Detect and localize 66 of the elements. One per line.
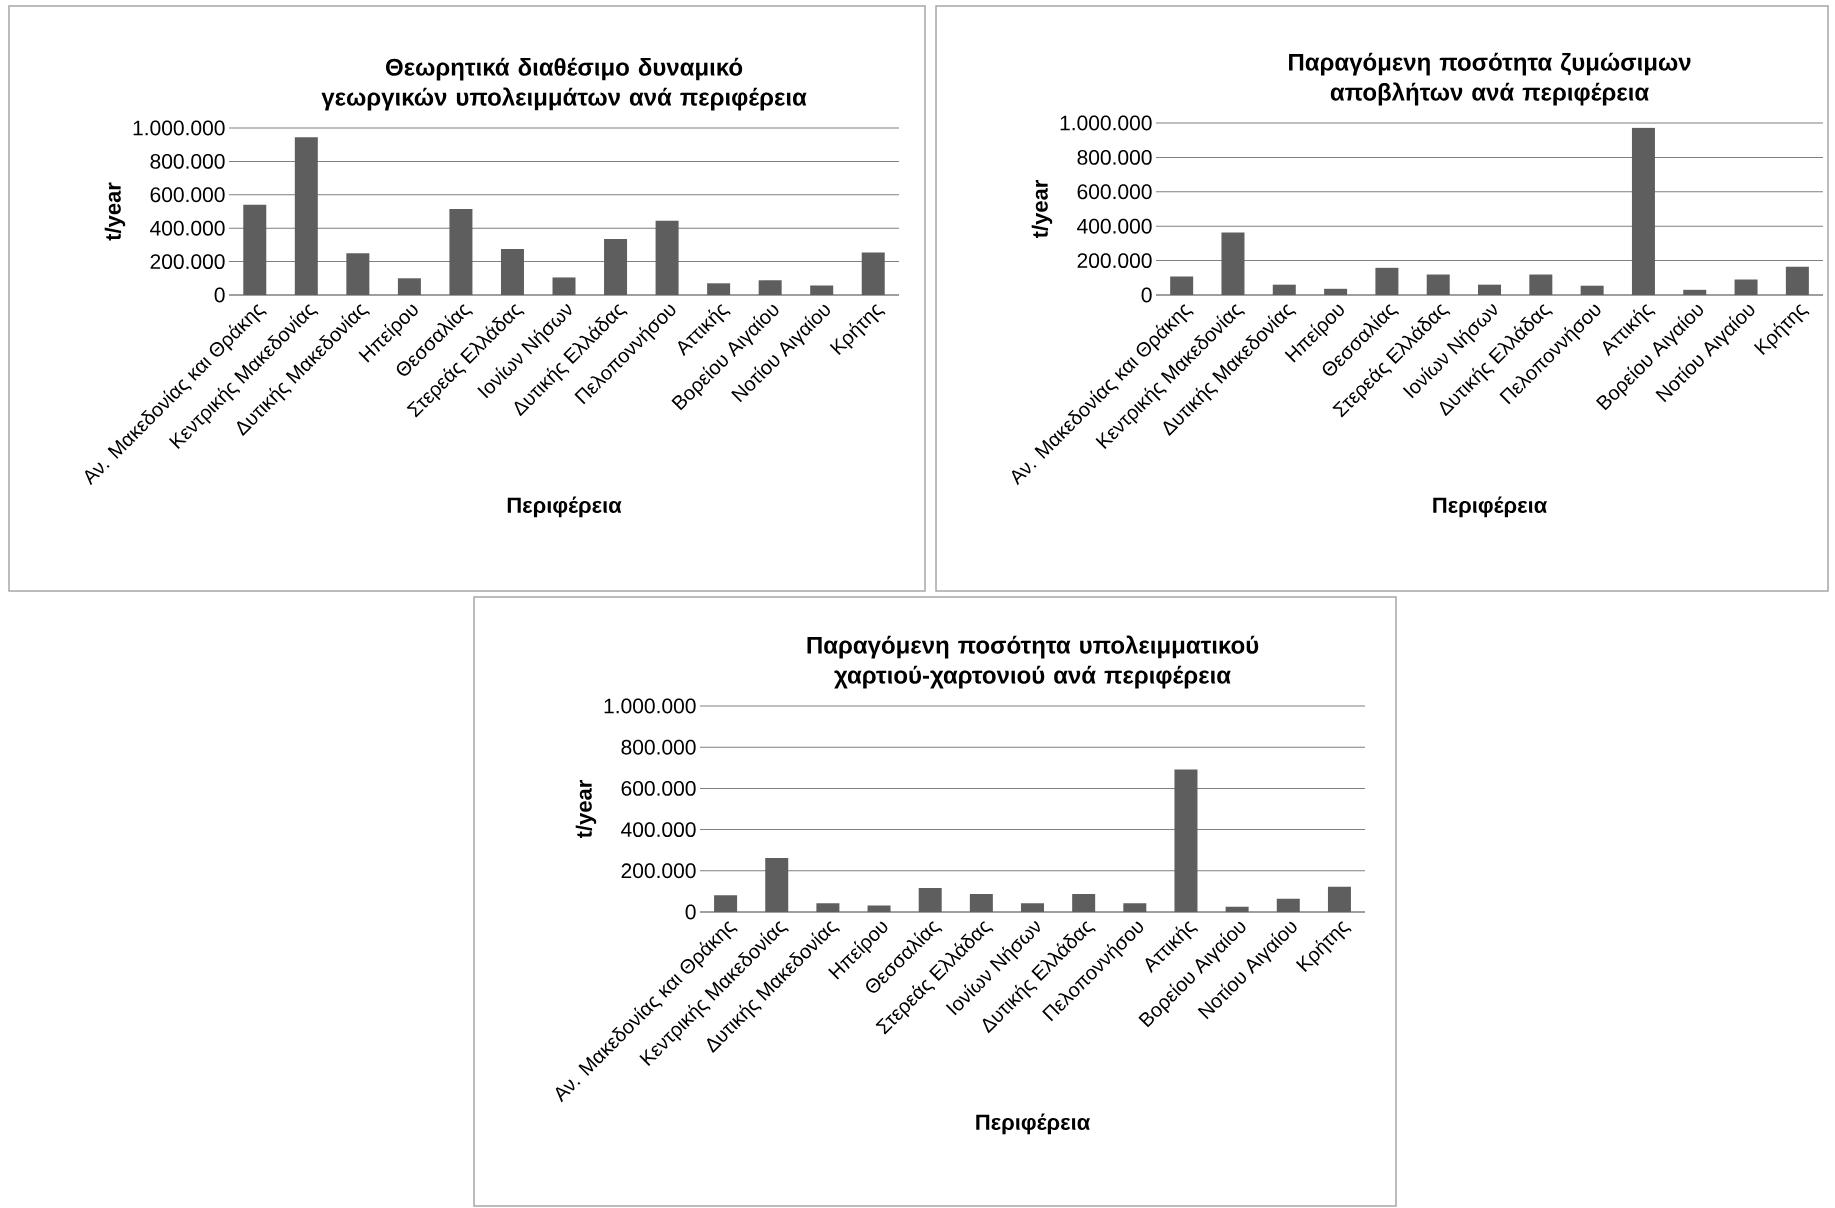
y-tick-label: 800.000 xyxy=(150,153,225,169)
bar xyxy=(1072,894,1096,912)
bar xyxy=(1324,288,1348,295)
bar xyxy=(1426,274,1450,295)
bar xyxy=(816,903,840,912)
chart-title: Παραγόμενη ποσότητα υπολειμματικού χαρτιού-χαρτονιού ανά περιφέρεια xyxy=(807,635,1259,689)
y-tick-label: 0 xyxy=(1141,287,1152,303)
y-tick-label: 200.000 xyxy=(150,254,225,270)
y-tick-label: 200.000 xyxy=(1077,253,1152,269)
bar xyxy=(1276,898,1300,912)
y-tick-label: 400.000 xyxy=(1077,218,1152,234)
bar xyxy=(1225,906,1249,912)
bar xyxy=(1327,886,1351,912)
bar xyxy=(500,249,524,295)
bar xyxy=(1631,127,1655,295)
bar xyxy=(918,887,942,912)
bar xyxy=(1021,903,1045,912)
bar xyxy=(1529,274,1553,295)
bar xyxy=(765,858,789,912)
bar xyxy=(861,252,885,295)
bar xyxy=(346,253,370,295)
bar xyxy=(1272,284,1296,295)
y-tick-label: 1.000.000 xyxy=(133,120,225,136)
y-tick-label: 400.000 xyxy=(621,822,696,838)
bar xyxy=(1683,289,1707,295)
y-axis-title: t/year xyxy=(575,779,597,839)
y-tick-label: 600.000 xyxy=(621,780,696,796)
bar xyxy=(449,208,473,295)
bar xyxy=(1221,232,1245,295)
bar xyxy=(707,283,731,295)
bar xyxy=(552,277,576,295)
chart-title: Παραγόμενη ποσότητα ζυμώσιμων αποβλήτων ανά περιφέρεια xyxy=(1289,52,1691,106)
x-axis-title: Περιφέρεια xyxy=(507,496,622,518)
bar xyxy=(969,894,993,912)
y-tick-label: 0 xyxy=(685,904,696,920)
bar xyxy=(1123,903,1147,912)
bar xyxy=(1734,279,1758,295)
x-axis-title: Περιφέρεια xyxy=(1433,496,1548,518)
bar xyxy=(655,220,679,295)
bar xyxy=(1375,267,1399,295)
bar xyxy=(243,204,267,295)
y-tick-label: 200.000 xyxy=(621,863,696,879)
y-tick-label: 0 xyxy=(214,287,225,303)
y-axis-title: t/year xyxy=(104,182,126,241)
bar xyxy=(397,278,421,295)
y-tick-label: 1.000.000 xyxy=(1060,115,1152,131)
bar xyxy=(1580,285,1604,295)
y-tick-label: 800.000 xyxy=(621,739,696,755)
y-tick-label: 800.000 xyxy=(1077,149,1152,165)
chart-title: Θεωρητικά διαθέσιμο δυναμικό γεωργικών υπολειμμάτων ανά περιφέρεια xyxy=(321,57,807,111)
bar xyxy=(1478,284,1502,295)
bar xyxy=(810,285,834,295)
y-tick-label: 600.000 xyxy=(1077,184,1152,200)
bar xyxy=(1170,276,1194,295)
bar xyxy=(714,895,738,912)
y-tick-label: 600.000 xyxy=(150,187,225,203)
y-tick-label: 400.000 xyxy=(150,220,225,236)
bar xyxy=(1174,769,1198,912)
bar xyxy=(294,137,318,295)
y-axis-title: t/year xyxy=(1031,179,1053,239)
x-axis-title: Περιφέρεια xyxy=(976,1113,1091,1135)
bar xyxy=(1785,266,1809,295)
bar xyxy=(867,905,891,912)
bar xyxy=(758,280,782,295)
y-tick-label: 1.000.000 xyxy=(604,698,696,714)
bar xyxy=(604,239,628,295)
